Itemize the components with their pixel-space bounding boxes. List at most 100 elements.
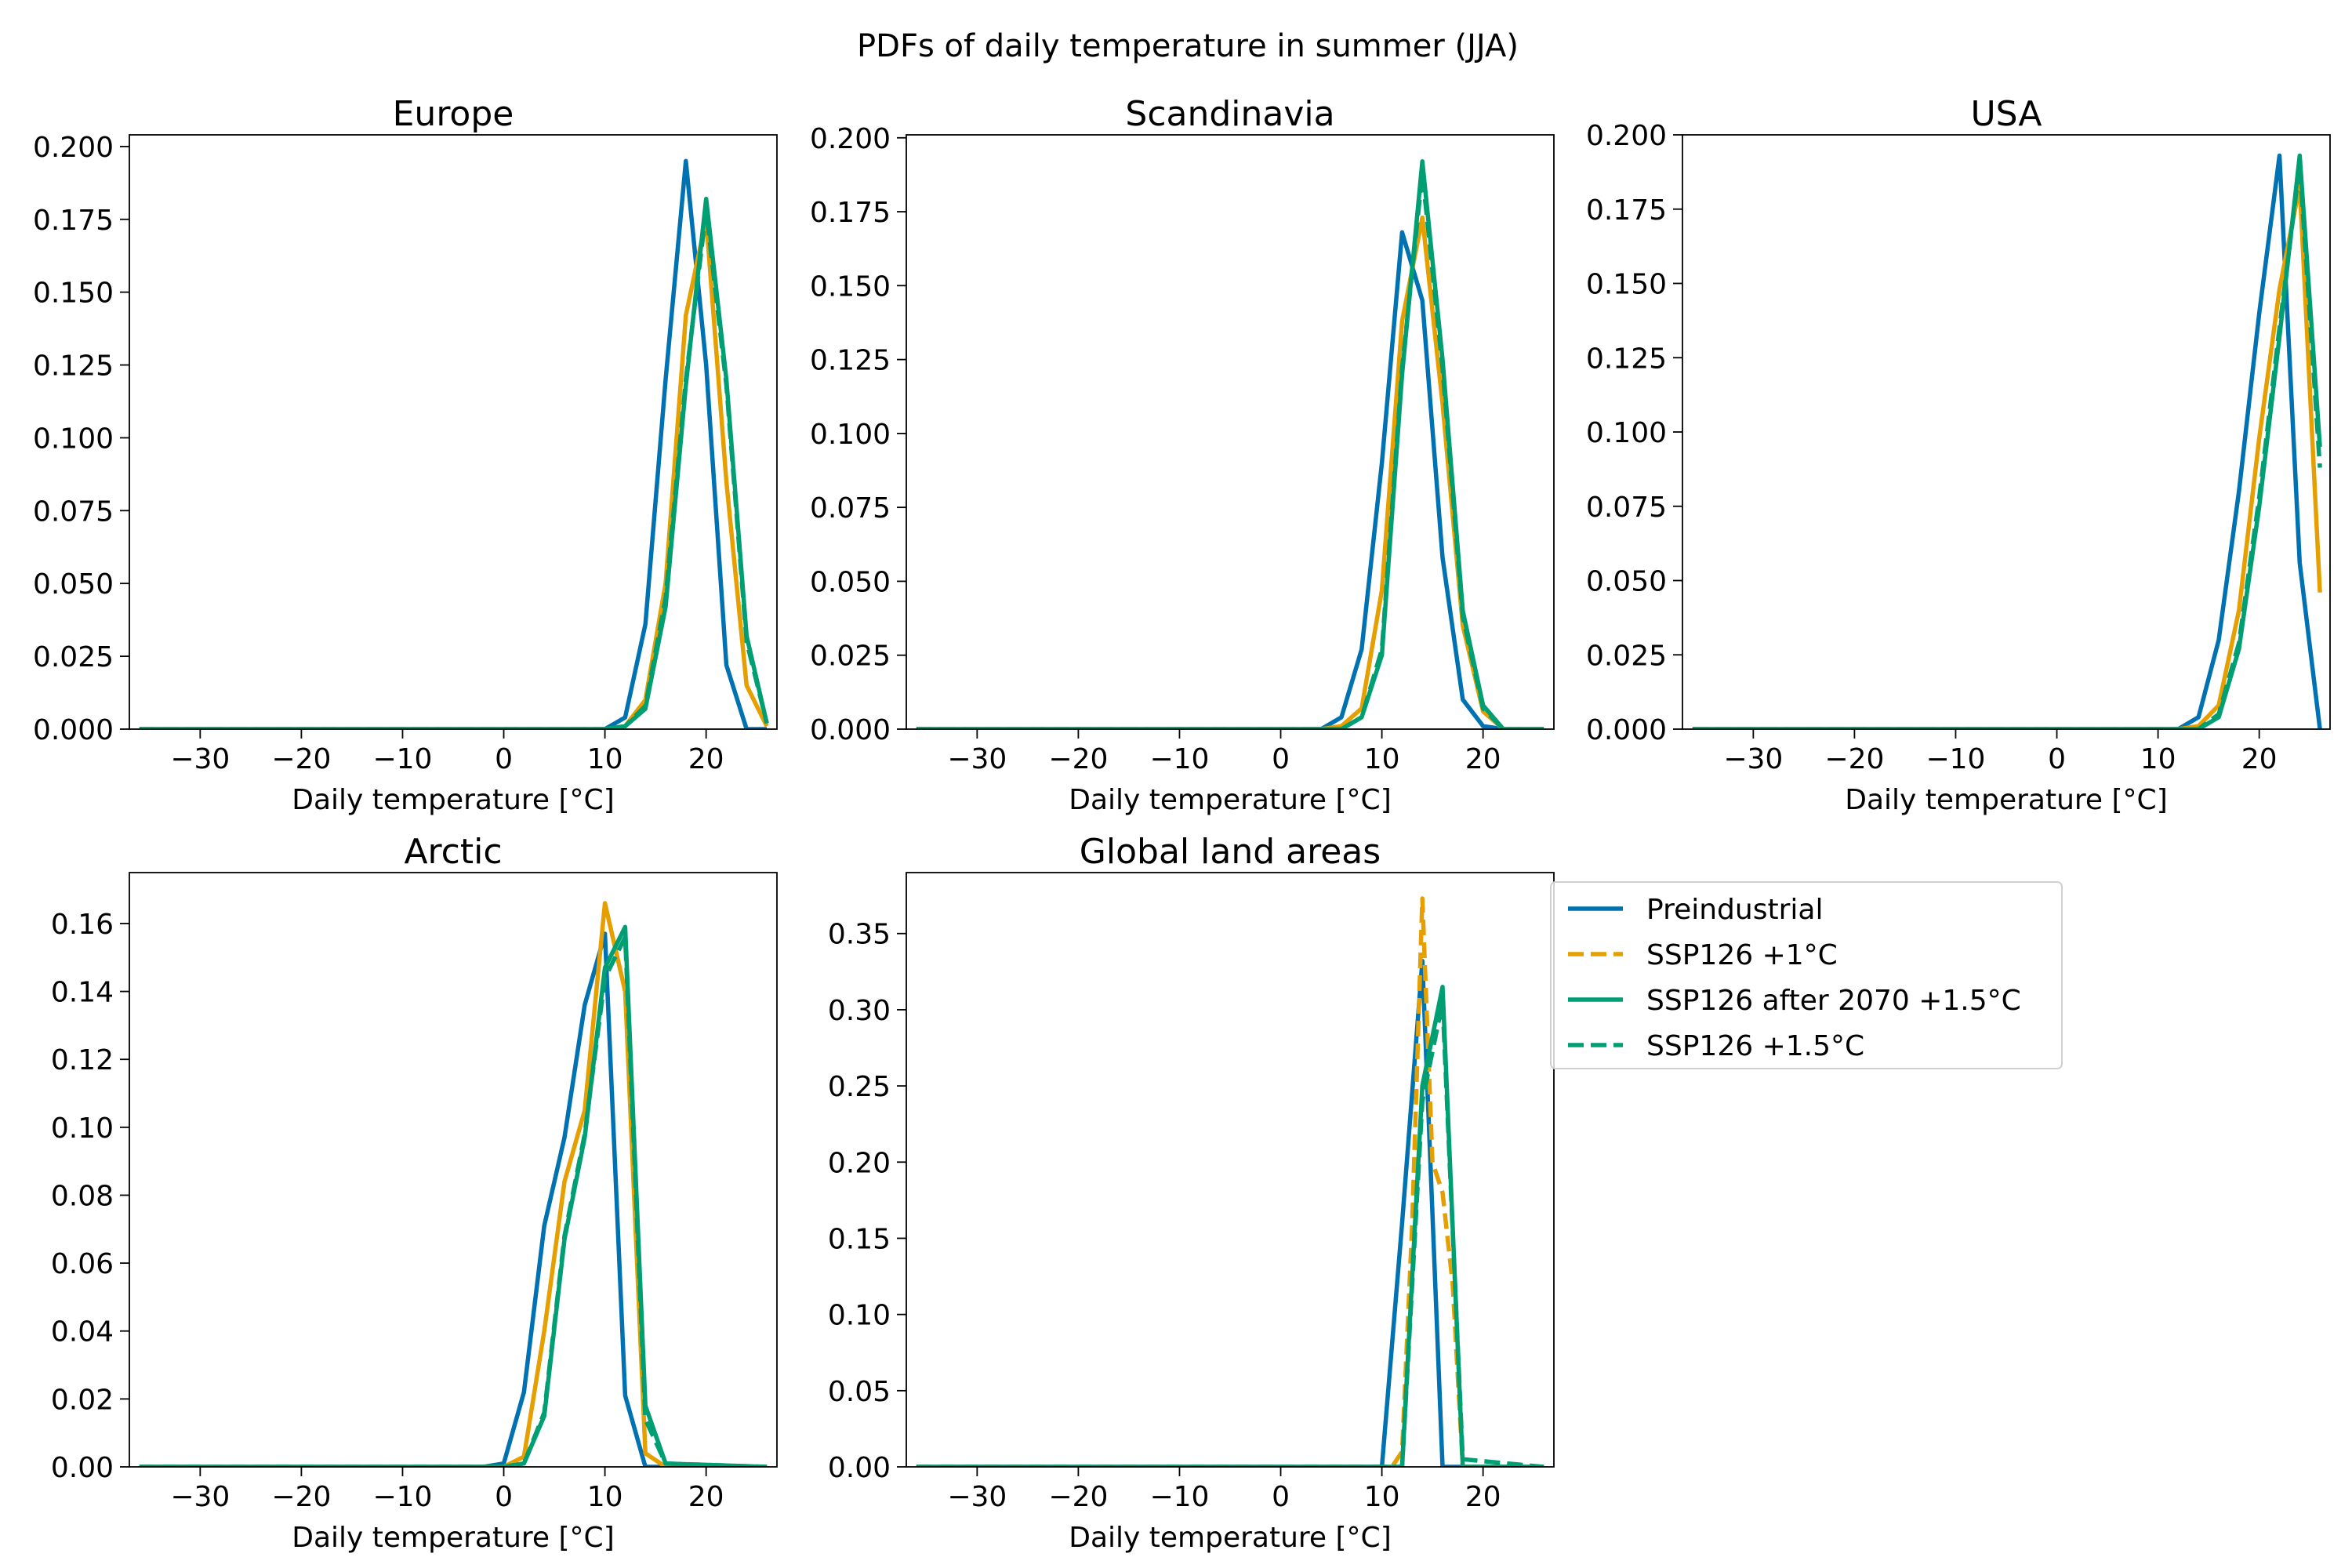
- x-tick-label: −10: [1149, 743, 1209, 775]
- series-line-ssp126-1-c: [139, 901, 768, 1467]
- x-axis-label: Daily temperature [°C]: [292, 1522, 615, 1554]
- y-tick-label: 0.150: [1586, 269, 1667, 301]
- series-line-ssp126-1-5-c-dashed: [139, 208, 769, 729]
- y-tick-label: 0.200: [33, 132, 114, 164]
- x-tick-label: 0: [1272, 743, 1290, 775]
- plot-frame: [906, 134, 1555, 730]
- y-tick-label: 0.05: [828, 1376, 891, 1408]
- series-line-ssp126-1-5-c-dashed: [139, 935, 768, 1467]
- y-tick-label: 0.025: [33, 641, 114, 673]
- y-tick-label: 0.04: [51, 1316, 114, 1348]
- series-line-preindustrial: [139, 931, 768, 1467]
- x-tick-label: 10: [1364, 743, 1400, 775]
- panel-global-land-areas: −30 −20 −10 0 10 20 0.00 0.05 0.10 0.15 0.20 0.25 0.…: [828, 832, 1555, 1554]
- series-line-preindustrial: [139, 158, 768, 729]
- y-tick-label: 0.100: [1586, 417, 1667, 449]
- series-line-ssp126-after-2070-1-5-c: [139, 924, 768, 1467]
- x-tick-label: 0: [495, 1481, 513, 1513]
- figure-title: PDFs of daily temperature in summer (JJA…: [857, 28, 1519, 64]
- panel-title: Europe: [393, 94, 514, 134]
- x-tick-label: 20: [688, 743, 724, 775]
- y-tick-label: 0.12: [51, 1044, 114, 1076]
- y-tick-label: 0.25: [828, 1071, 891, 1103]
- y-tick-label: 0.125: [33, 350, 114, 383]
- x-tick-label: 20: [2241, 743, 2278, 775]
- x-tick-label: 20: [1465, 1481, 1501, 1513]
- x-tick-label: −10: [1926, 743, 1985, 775]
- y-tick-label: 0.06: [51, 1248, 114, 1280]
- y-tick-label: 0.30: [828, 995, 891, 1027]
- x-tick-label: −10: [1149, 1481, 1209, 1513]
- x-tick-label: −20: [271, 1481, 331, 1513]
- series-line-ssp126-1-5-c-dashed: [916, 171, 1544, 729]
- y-tick-label: 0.15: [828, 1223, 891, 1255]
- x-tick-label: −20: [271, 743, 331, 775]
- y-tick-label: 0.025: [1586, 640, 1667, 672]
- x-tick-label: −30: [947, 743, 1007, 775]
- x-tick-label: 10: [1364, 1481, 1400, 1513]
- panel-title: Scandinavia: [1125, 94, 1334, 134]
- legend-label: Preindustrial: [1646, 894, 1823, 926]
- legend-label: SSP126 after 2070 +1.5°C: [1646, 985, 2021, 1017]
- series-line-preindustrial: [1692, 153, 2322, 729]
- y-tick-label: 0.35: [828, 919, 891, 951]
- y-tick-label: 0.10: [828, 1300, 891, 1332]
- x-axis-label: Daily temperature [°C]: [292, 784, 615, 816]
- series-line-ssp126-after-2070-1-5-c: [916, 985, 1544, 1467]
- x-tick-label: −30: [1723, 743, 1783, 775]
- series-lines: [139, 901, 768, 1467]
- plot-frame: [129, 134, 778, 730]
- y-tick-label: 0.00: [828, 1452, 891, 1484]
- x-tick-label: −20: [1048, 1481, 1108, 1513]
- x-tick-label: −30: [947, 1481, 1007, 1513]
- x-tick-label: −10: [372, 1481, 432, 1513]
- y-tick-label: 0.175: [1586, 194, 1667, 227]
- series-line-ssp126-after-2070-1-5-c: [1692, 153, 2322, 729]
- series-line-ssp126-1-5-c-dashed: [1692, 162, 2322, 729]
- y-tick-label: 0.050: [33, 568, 114, 601]
- y-tick-label: 0.08: [51, 1180, 114, 1212]
- y-tick-label: 0.100: [810, 419, 891, 451]
- plot-frame: [906, 872, 1555, 1468]
- series-line-ssp126-after-2070-1-5-c: [139, 196, 769, 729]
- y-tick-label: 0.000: [33, 714, 114, 746]
- series-lines: [139, 158, 769, 729]
- x-tick-label: 0: [1272, 1481, 1290, 1513]
- x-axis-label: Daily temperature [°C]: [1845, 784, 2168, 816]
- series-line-preindustrial: [916, 958, 1544, 1467]
- y-tick-label: 0.14: [51, 977, 114, 1009]
- series-lines: [916, 896, 1544, 1467]
- panels-group: −30 −20 −10 0 10 200.0000.0250.0500.0750.1000…: [33, 94, 2331, 1554]
- x-tick-label: −30: [170, 1481, 230, 1513]
- y-tick-label: 0.200: [810, 123, 891, 155]
- legend: Preindustrial SSP126 +1°C SSP126 after 207…: [1550, 881, 2063, 1069]
- panel-title: USA: [1970, 94, 2042, 134]
- y-tick-label: 0.075: [810, 492, 891, 524]
- y-tick-label: 0.075: [1586, 492, 1667, 524]
- y-tick-label: 0.125: [810, 345, 891, 377]
- x-tick-label: 10: [587, 1481, 623, 1513]
- panel-title: Global land areas: [1080, 832, 1381, 872]
- y-tick-label: 0.075: [33, 495, 114, 528]
- series-line-ssp126-1-5-c-dashed: [916, 1000, 1544, 1467]
- series-line-ssp126-after-2070-1-5-c: [916, 159, 1544, 729]
- panel-scandinavia: −30 −20 −10 0 10 20 0.000 0.025 0.050 0.075 0.100 0…: [810, 94, 1555, 816]
- x-tick-label: −30: [170, 743, 230, 775]
- plot-frame: [129, 872, 778, 1468]
- y-tick-label: 0.175: [810, 197, 891, 229]
- y-tick-label: 0.00: [51, 1452, 114, 1484]
- y-tick-label: 0.025: [810, 641, 891, 673]
- y-tick-label: 0.20: [828, 1147, 891, 1179]
- x-tick-label: 0: [495, 743, 513, 775]
- y-tick-label: 0.125: [1586, 343, 1667, 375]
- y-tick-label: 0.200: [1586, 120, 1667, 152]
- legend-label: SSP126 +1.5°C: [1646, 1030, 1864, 1062]
- panel-europe: −30 −20 −10 0 10 20 0.000 0.025 0.050 0.075 0.100 0…: [33, 94, 778, 816]
- x-tick-label: −20: [1048, 743, 1108, 775]
- x-axis-label: Daily temperature [°C]: [1069, 784, 1392, 816]
- panel-arctic: −30 −20 −10 0 10 20 0.00 0.02 0.04 0.06 0.08 0.10 0.…: [51, 832, 778, 1554]
- y-tick-label: 0.02: [51, 1384, 114, 1416]
- y-tick-label: 0.000: [1586, 714, 1667, 746]
- x-tick-label: 10: [2140, 743, 2176, 775]
